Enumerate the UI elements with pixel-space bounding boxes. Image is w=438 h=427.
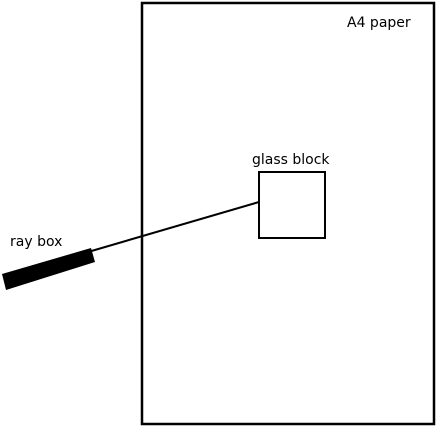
paper-label: A4 paper [347, 15, 411, 31]
a4-paper-sheet [140, 1, 436, 426]
glass-block [258, 171, 326, 239]
ray-box-label: ray box [10, 234, 62, 250]
light-ray [87, 201, 260, 253]
glass-block-label: glass block [252, 152, 330, 168]
ray-box [2, 248, 95, 290]
